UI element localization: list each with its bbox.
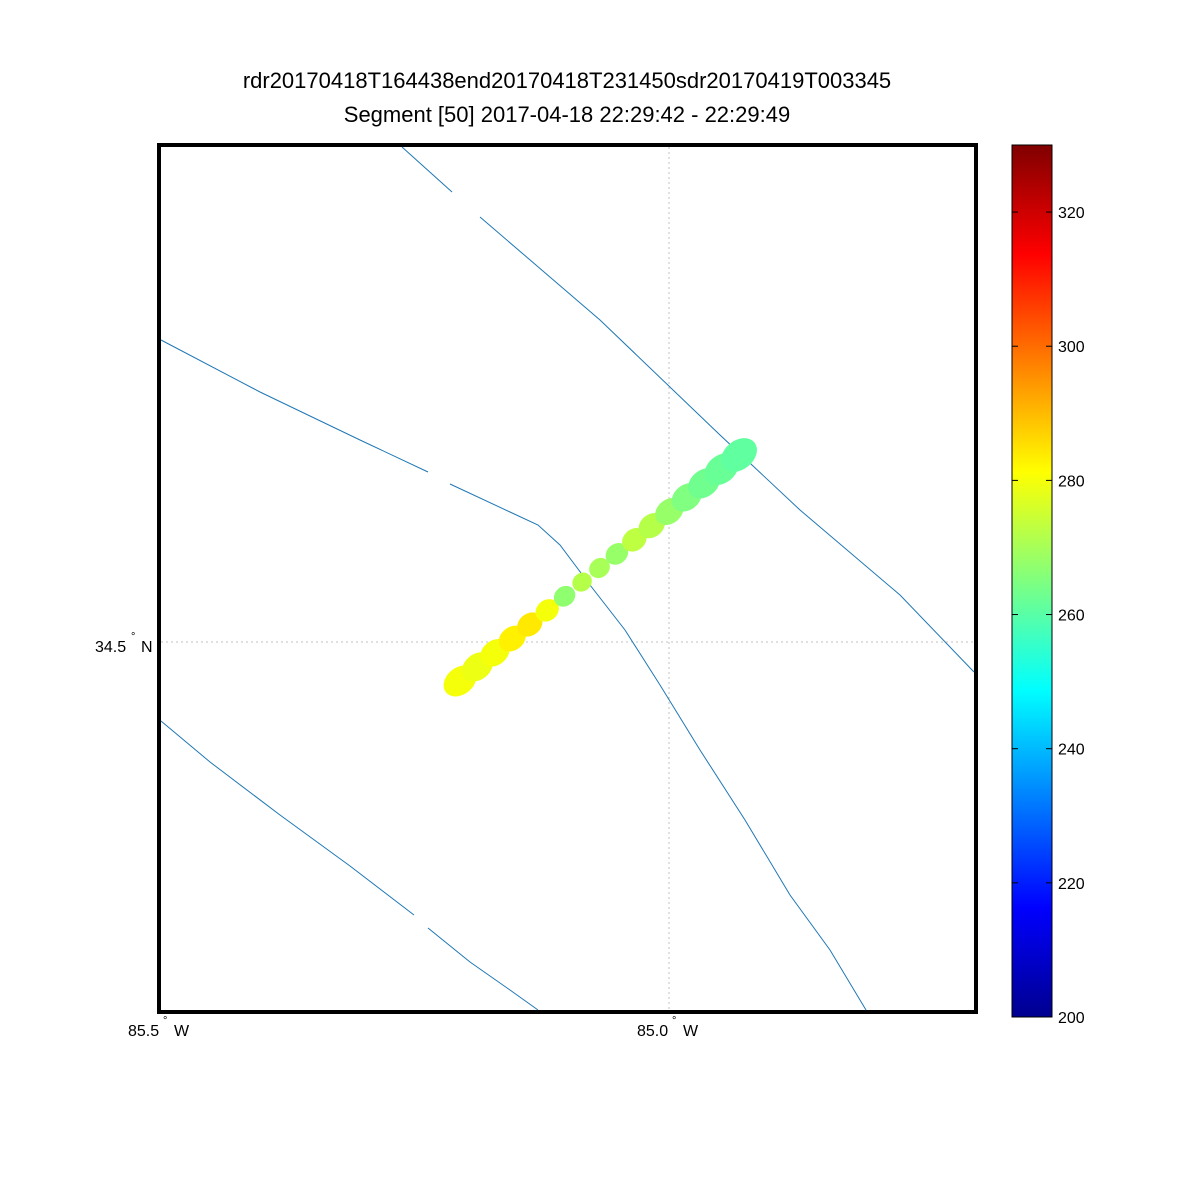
lat-tick-hemisphere: N — [141, 639, 153, 656]
lat-tick: 34.5 ° N — [95, 631, 153, 656]
boundary-line — [449, 483, 867, 1011]
lon-tick-label: 85.0 — [637, 1023, 668, 1040]
boundary-line — [160, 339, 429, 473]
track-footprint — [721, 438, 757, 472]
graticule — [161, 147, 974, 1010]
lon-tick-hemisphere: W — [683, 1023, 699, 1040]
track-footprint — [517, 612, 543, 637]
colorbar-tick-label: 260 — [1058, 608, 1085, 625]
lon-tick-label: 85.5 — [128, 1023, 159, 1040]
map-frame — [157, 143, 978, 1014]
track-footprint — [589, 557, 610, 579]
lon-tick-85-0: 85.0 ° W — [637, 1015, 699, 1040]
boundary-line — [427, 927, 539, 1011]
lon-tick-degree: ° — [163, 1015, 167, 1027]
colorbar: 200 220 240 260 280 300 320 — [1011, 144, 1085, 1027]
colorbar-tick-label: 240 — [1058, 742, 1085, 759]
colorbar-tick-label: 200 — [1058, 1010, 1085, 1027]
colorbar-tick-label: 320 — [1058, 205, 1085, 222]
boundary-lines — [160, 146, 975, 1011]
colorbar-tick-label: 300 — [1058, 339, 1085, 356]
colorbar-ticks: 200 220 240 260 280 300 320 — [1012, 205, 1085, 1027]
track-footprint — [572, 572, 592, 592]
lon-tick-85-5: 85.5 ° W — [128, 1015, 190, 1040]
boundary-line — [479, 216, 975, 673]
colorbar-tick-label: 220 — [1058, 876, 1085, 893]
lat-tick-degree: ° — [131, 631, 135, 643]
track-footprint — [553, 585, 576, 607]
map-subtitle: Segment [50] 2017-04-18 22:29:42 - 22:29… — [343, 102, 791, 127]
track-footprint — [605, 543, 629, 565]
boundary-line — [401, 146, 453, 193]
lon-tick-hemisphere: W — [174, 1023, 190, 1040]
track-markers — [443, 438, 757, 697]
lat-tick-label: 34.5 — [95, 639, 126, 656]
boundary-line — [160, 720, 415, 916]
track-footprint — [535, 599, 559, 622]
lon-tick-degree: ° — [672, 1015, 676, 1027]
map-title: rdr20170418T164438end20170418T231450sdr2… — [242, 68, 892, 93]
colorbar-gradient — [1011, 144, 1053, 1018]
colorbar-tick-label: 280 — [1058, 473, 1085, 490]
